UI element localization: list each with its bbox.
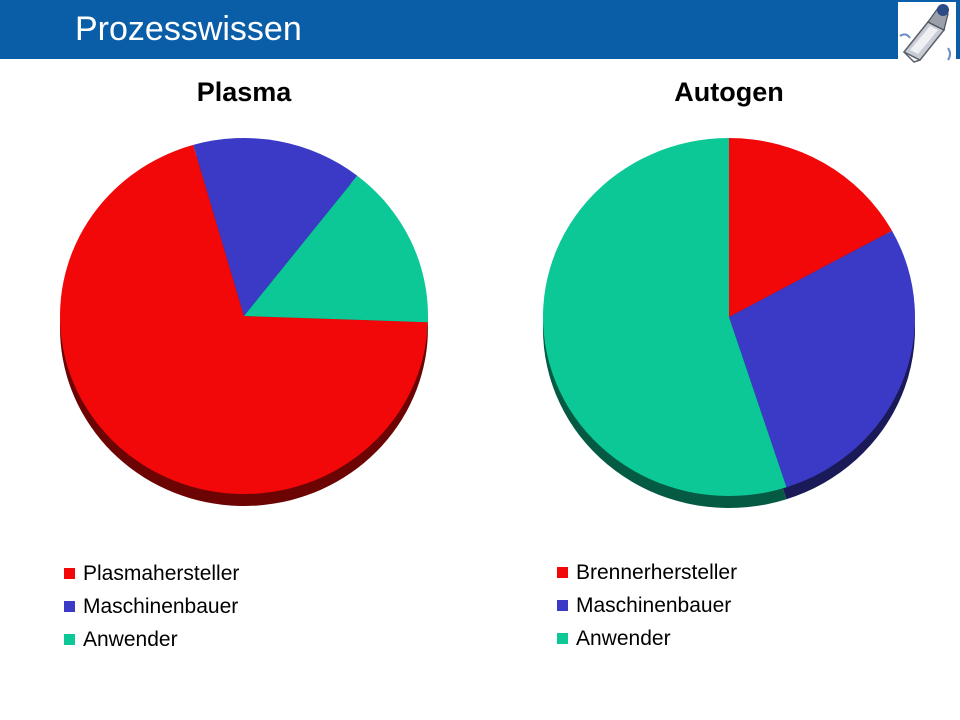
legend-label: Maschinenbauer: [576, 593, 732, 617]
header-bar: Prozesswissen: [0, 0, 960, 64]
legend-item: Maschinenbauer: [64, 590, 239, 623]
pie-slice-brennerhersteller: [729, 138, 892, 317]
chart-title-plasma: Plasma: [196, 77, 292, 107]
legend-label: Anwender: [576, 626, 671, 650]
legend-plasma: Plasmahersteller Maschinenbauer Anwender: [64, 557, 239, 656]
legend-label: Plasmahersteller: [83, 561, 240, 585]
legend-swatch: [64, 568, 75, 579]
legend-swatch: [64, 601, 75, 612]
legend-swatch: [557, 600, 568, 611]
legend-item: Plasmahersteller: [64, 557, 239, 590]
legend-item: Brennerhersteller: [557, 556, 737, 589]
legend-item: Anwender: [64, 623, 239, 656]
pie-slice-anwender: [542, 138, 787, 496]
pie-slice-maschinenbauer: [193, 138, 358, 316]
legend-item: Anwender: [557, 622, 737, 655]
legend-item: Maschinenbauer: [557, 589, 737, 622]
gas-cylinder-logo-icon: [898, 2, 956, 64]
chart-title-autogen: Autogen: [674, 77, 784, 107]
legend-swatch: [557, 567, 568, 578]
pie-chart-plasma: [60, 138, 428, 506]
legend-autogen: Brennerhersteller Maschinenbauer Anwende…: [557, 556, 737, 655]
pie-slice-maschinenbauer: [729, 230, 915, 488]
legend-label: Maschinenbauer: [83, 594, 239, 618]
legend-swatch: [557, 633, 568, 644]
page-title: Prozesswissen: [75, 10, 302, 48]
pie-slice-anwender: [244, 175, 428, 323]
pie-slice-plasmahersteller: [60, 144, 428, 494]
pie-chart-autogen: [542, 138, 915, 509]
legend-swatch: [64, 634, 75, 645]
legend-label: Anwender: [83, 627, 178, 651]
legend-label: Brennerhersteller: [576, 560, 738, 584]
